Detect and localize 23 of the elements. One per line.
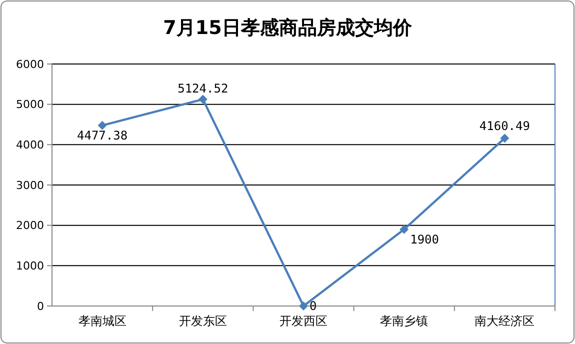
point bbox=[299, 302, 308, 310]
data-label: 1900 bbox=[410, 232, 440, 246]
x-tick-label: 孝南乡镇 bbox=[380, 314, 428, 328]
chart-title: 7月15日孝感商品房成交均价 bbox=[163, 17, 413, 39]
y-tick-label: 2000 bbox=[16, 219, 44, 232]
x-tick-label: 孝南城区 bbox=[78, 314, 126, 328]
x-tick-label: 南大经济区 bbox=[474, 314, 535, 328]
point bbox=[500, 134, 510, 143]
x-tick-label: 开发东区 bbox=[178, 314, 227, 328]
data-label: 4160.49 bbox=[479, 119, 530, 134]
data-label: 5124.52 bbox=[178, 81, 228, 96]
point bbox=[198, 94, 208, 104]
point bbox=[98, 120, 107, 130]
y-tick-label: 1000 bbox=[16, 260, 44, 273]
x-tick-label: 开发西区 bbox=[280, 314, 328, 328]
y-tick-label: 4000 bbox=[16, 138, 44, 152]
point bbox=[400, 224, 409, 234]
y-tick-label: 5000 bbox=[16, 98, 44, 112]
y-tick-label: 6000 bbox=[16, 58, 44, 71]
data-label: 4477.38 bbox=[77, 128, 128, 142]
data-label: 0 bbox=[310, 299, 317, 313]
y-tick-label: 3000 bbox=[16, 178, 44, 192]
y-tick-label: 0 bbox=[37, 300, 44, 313]
